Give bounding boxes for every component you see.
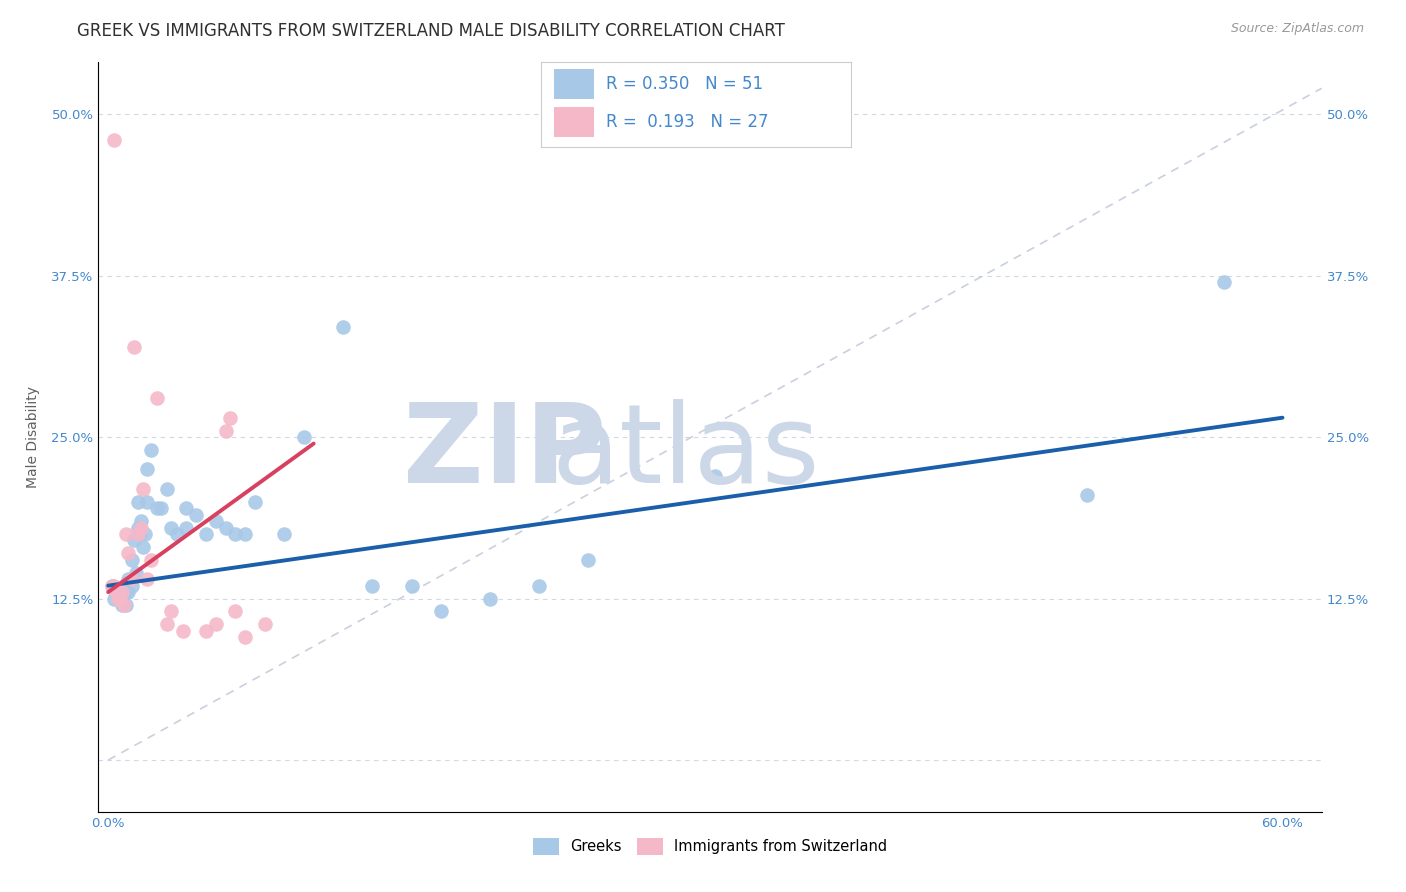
Point: [150, 501, 173, 516]
Point: [121, 553, 143, 567]
Point: [160, 605, 183, 619]
Point: [361, 579, 384, 593]
Point: [703, 468, 725, 483]
Point: [122, 340, 145, 354]
Point: [103, 591, 125, 606]
Point: [112, 585, 135, 599]
Point: [292, 430, 315, 444]
Point: [146, 501, 169, 516]
Point: [107, 585, 129, 599]
Point: [218, 410, 240, 425]
Point: [131, 514, 153, 528]
Point: [112, 579, 135, 593]
Point: [103, 579, 125, 593]
Point: [111, 598, 134, 612]
Point: [195, 527, 218, 541]
Point: [117, 546, 139, 560]
Point: [101, 579, 124, 593]
Point: [117, 572, 139, 586]
Point: [195, 624, 218, 638]
Point: [401, 579, 423, 593]
Point: [121, 572, 143, 586]
Point: [107, 591, 129, 606]
Point: [127, 494, 149, 508]
Point: [114, 598, 136, 612]
Point: [156, 617, 179, 632]
Point: [132, 482, 155, 496]
Point: [136, 494, 159, 508]
Point: [478, 591, 501, 606]
Point: [186, 508, 208, 522]
Bar: [554, 107, 593, 137]
Point: [205, 617, 228, 632]
Point: [156, 482, 179, 496]
Point: [111, 585, 134, 599]
Y-axis label: Male Disability: Male Disability: [27, 386, 41, 488]
Point: [166, 527, 188, 541]
Point: [172, 624, 194, 638]
Point: [332, 320, 354, 334]
Point: [103, 133, 125, 147]
Point: [134, 527, 156, 541]
Point: [214, 424, 236, 438]
Point: [127, 520, 149, 534]
Point: [127, 527, 149, 541]
Point: [146, 392, 169, 406]
Point: [576, 553, 599, 567]
Point: [112, 598, 135, 612]
Point: [108, 591, 131, 606]
Point: [122, 533, 145, 548]
Point: [224, 605, 246, 619]
Point: [141, 553, 163, 567]
Point: [243, 494, 266, 508]
Point: [430, 605, 453, 619]
Point: [253, 617, 276, 632]
Point: [233, 527, 256, 541]
Point: [214, 520, 236, 534]
Legend: Greeks, Immigrants from Switzerland: Greeks, Immigrants from Switzerland: [527, 832, 893, 861]
Point: [101, 579, 124, 593]
Text: ZIP: ZIP: [402, 399, 606, 506]
Point: [527, 579, 550, 593]
Point: [176, 520, 198, 534]
Point: [131, 520, 153, 534]
Point: [114, 585, 136, 599]
Point: [176, 501, 198, 516]
Point: [105, 585, 128, 599]
Text: R = 0.350   N = 51: R = 0.350 N = 51: [606, 75, 763, 93]
Text: GREEK VS IMMIGRANTS FROM SWITZERLAND MALE DISABILITY CORRELATION CHART: GREEK VS IMMIGRANTS FROM SWITZERLAND MAL…: [77, 22, 785, 40]
Point: [124, 566, 146, 580]
Point: [136, 572, 159, 586]
Point: [132, 540, 155, 554]
Bar: [554, 70, 593, 99]
Point: [121, 579, 143, 593]
Point: [273, 527, 295, 541]
Point: [224, 527, 246, 541]
Text: R =  0.193   N = 27: R = 0.193 N = 27: [606, 113, 769, 131]
Point: [205, 514, 228, 528]
Point: [117, 585, 139, 599]
Text: atlas: atlas: [551, 399, 820, 506]
Point: [114, 527, 136, 541]
Point: [1076, 488, 1098, 502]
Point: [141, 442, 163, 457]
Point: [160, 520, 183, 534]
Text: Source: ZipAtlas.com: Source: ZipAtlas.com: [1230, 22, 1364, 36]
Point: [128, 527, 150, 541]
Point: [1212, 275, 1234, 289]
Point: [105, 585, 128, 599]
Point: [136, 462, 159, 476]
Point: [108, 591, 131, 606]
Point: [233, 630, 256, 644]
